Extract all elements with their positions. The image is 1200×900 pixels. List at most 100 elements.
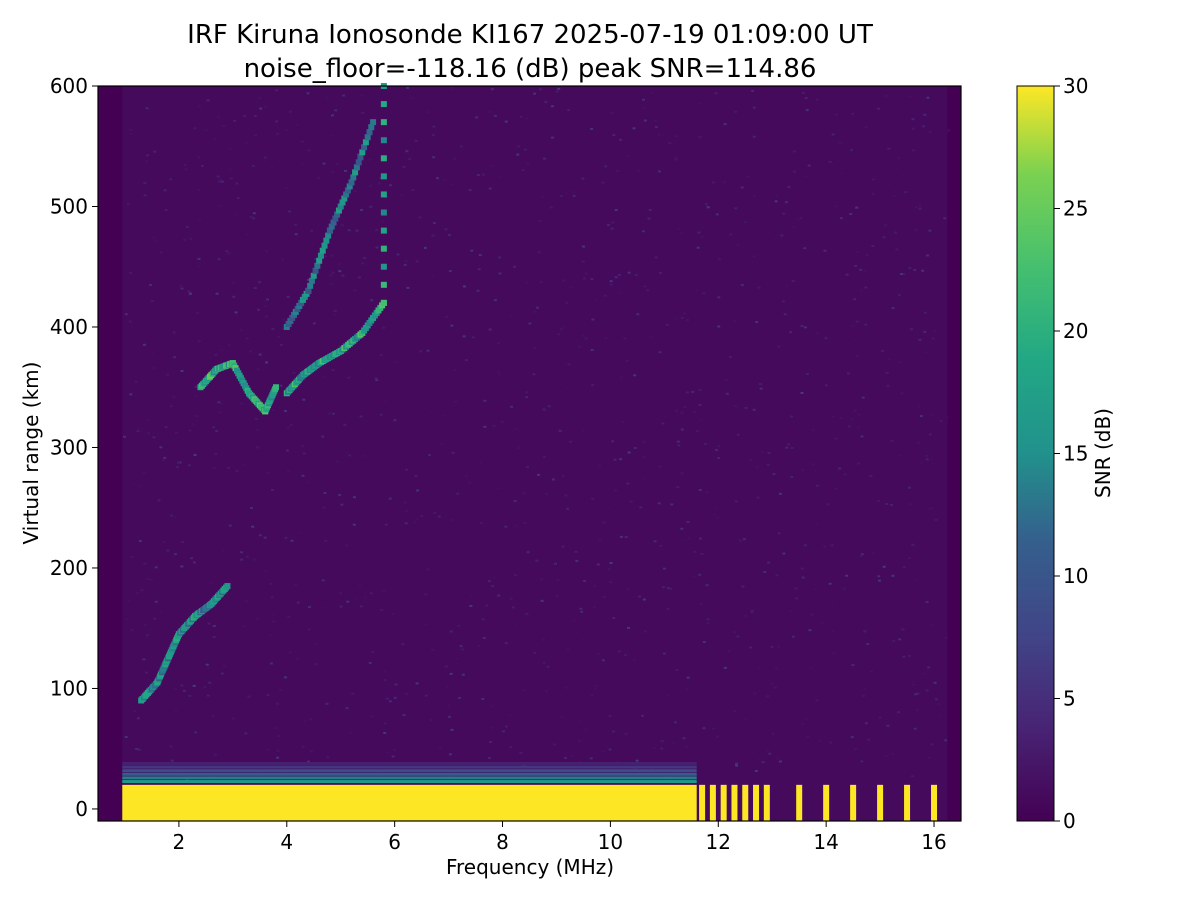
noise-cell (736, 243, 740, 246)
noise-cell (353, 190, 357, 193)
noise-cell (744, 221, 748, 224)
noise-cell (437, 515, 441, 518)
noise-cell (146, 418, 150, 421)
noise-cell (811, 463, 815, 466)
colorbar-tick-label: 10 (1063, 564, 1088, 588)
noise-cell (537, 700, 541, 703)
noise-cell (169, 745, 173, 748)
noise-cell (894, 237, 898, 240)
noise-cell (132, 733, 136, 736)
noise-cell (185, 226, 189, 229)
noise-cell (807, 164, 811, 167)
noise-cell (134, 380, 138, 383)
noise-cell (692, 575, 696, 578)
noise-cell (202, 688, 206, 691)
trace-cell (353, 164, 360, 171)
noise-cell (654, 256, 658, 259)
noise-cell (698, 389, 702, 392)
noise-speckle (122, 86, 950, 781)
noise-cell (572, 194, 576, 197)
noise-cell (355, 229, 359, 232)
noise-cell (206, 694, 210, 697)
noise-cell (190, 557, 194, 560)
noise-cell (750, 609, 754, 612)
noise-cell (717, 457, 721, 460)
noise-cell (593, 687, 597, 690)
noise-cell (332, 237, 336, 240)
noise-cell (809, 666, 813, 669)
noise-cell (536, 614, 540, 617)
noise-cell (574, 550, 578, 553)
noise-cell (516, 447, 520, 450)
noise-cell (649, 336, 653, 339)
noise-cell (559, 540, 563, 543)
noise-cell (438, 746, 442, 749)
trace-cell (380, 227, 387, 234)
noise-cell (694, 634, 698, 637)
noise-cell (867, 426, 871, 429)
noise-cell (863, 688, 867, 691)
noise-cell (685, 391, 689, 394)
y-tick-label: 500 (50, 194, 88, 218)
noise-cell (824, 667, 828, 670)
noise-cell (481, 618, 485, 621)
noise-cell (734, 405, 738, 408)
noise-cell (699, 602, 703, 605)
noise-cell (902, 273, 906, 276)
noise-cell (129, 393, 133, 396)
noise-cell (700, 235, 704, 238)
noise-cell (876, 590, 880, 593)
noise-cell (124, 736, 128, 739)
noise-cell (814, 560, 818, 563)
noise-cell (188, 694, 192, 697)
noise-cell (666, 587, 670, 590)
noise-cell (716, 735, 720, 738)
noise-cell (348, 454, 352, 457)
noise-cell (946, 129, 950, 132)
noise-cell (654, 119, 658, 122)
trace-cell (366, 129, 373, 136)
noise-cell (174, 709, 178, 712)
noise-cell (581, 245, 585, 248)
noise-cell (321, 435, 325, 438)
noise-cell (300, 140, 304, 143)
noise-cell (323, 492, 327, 495)
noise-cell (241, 622, 245, 625)
noise-cell (685, 688, 689, 691)
noise-cell (525, 117, 529, 120)
noise-cell (375, 246, 379, 249)
noise-cell (450, 519, 454, 522)
noise-cell (198, 105, 202, 108)
noise-cell (423, 246, 427, 249)
noise-cell (641, 456, 645, 459)
clutter-edge (122, 761, 697, 765)
noise-cell (804, 717, 808, 720)
noise-cell (738, 539, 742, 542)
noise-cell (658, 465, 662, 468)
noise-cell (913, 369, 917, 372)
clutter-edge (122, 772, 697, 776)
noise-cell (804, 175, 808, 178)
noise-cell (206, 99, 210, 102)
noise-cell (925, 458, 929, 461)
noise-cell (533, 346, 537, 349)
x-tick-label: 14 (813, 830, 838, 854)
noise-cell (787, 403, 791, 406)
noise-cell (187, 201, 191, 204)
noise-cell (287, 615, 291, 618)
noise-cell (402, 191, 406, 194)
noise-cell (399, 194, 403, 197)
noise-cell (686, 705, 690, 708)
trace-cell (352, 169, 359, 176)
noise-cell (283, 409, 287, 412)
noise-cell (174, 431, 178, 434)
noise-cell (213, 137, 217, 140)
noise-cell (310, 229, 314, 232)
noise-cell (609, 283, 613, 286)
colorbar-tick-label: 5 (1063, 687, 1076, 711)
noise-cell (777, 645, 781, 648)
noise-cell (890, 738, 894, 741)
noise-cell (805, 109, 809, 112)
noise-cell (608, 568, 612, 571)
noise-cell (629, 608, 633, 611)
